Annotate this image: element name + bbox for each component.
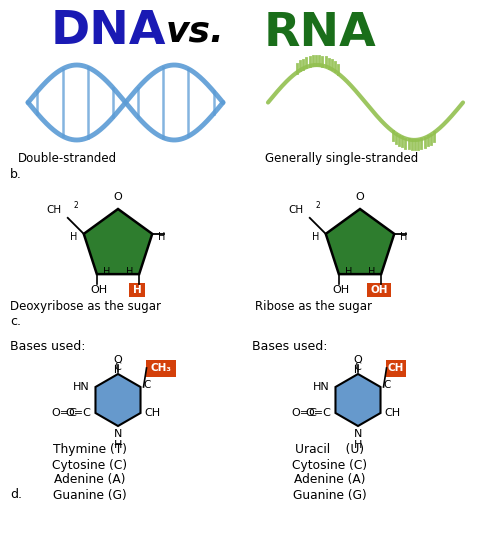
- Text: O=C: O=C: [66, 408, 92, 418]
- Text: H: H: [345, 267, 352, 277]
- Text: b.: b.: [10, 168, 22, 181]
- Text: H: H: [354, 440, 362, 450]
- Text: Adenine (A): Adenine (A): [54, 473, 126, 486]
- Text: N: N: [354, 429, 362, 439]
- FancyBboxPatch shape: [129, 283, 145, 297]
- Text: O: O: [354, 355, 362, 365]
- Text: O: O: [114, 355, 122, 365]
- Text: 2: 2: [316, 201, 320, 210]
- Text: N: N: [114, 429, 122, 439]
- Text: H: H: [133, 285, 141, 295]
- Text: Cytosine (C): Cytosine (C): [52, 458, 128, 471]
- Text: CH: CH: [388, 363, 404, 373]
- Polygon shape: [336, 374, 380, 426]
- Text: DNA: DNA: [50, 10, 166, 55]
- Text: CH₃: CH₃: [150, 363, 171, 373]
- Text: H: H: [368, 267, 375, 277]
- Text: OH: OH: [90, 285, 108, 295]
- Text: O: O: [356, 192, 364, 202]
- Polygon shape: [326, 209, 394, 274]
- Text: O=C: O=C: [306, 408, 332, 418]
- Text: vs.: vs.: [166, 15, 224, 49]
- Text: Double-stranded: Double-stranded: [18, 152, 117, 165]
- Text: Bases used:: Bases used:: [252, 340, 328, 353]
- Text: Bases used:: Bases used:: [10, 340, 86, 353]
- Text: Guanine (G): Guanine (G): [53, 488, 127, 501]
- Text: H: H: [114, 440, 122, 450]
- Text: 2: 2: [74, 201, 78, 210]
- Polygon shape: [96, 374, 140, 426]
- Text: C: C: [354, 362, 362, 372]
- Text: Guanine (G): Guanine (G): [293, 488, 367, 501]
- Text: CH: CH: [144, 408, 160, 418]
- FancyBboxPatch shape: [386, 360, 406, 377]
- Text: H: H: [70, 232, 78, 242]
- Text: OH: OH: [370, 285, 388, 295]
- Text: C: C: [114, 362, 121, 372]
- Text: Ribose as the sugar: Ribose as the sugar: [255, 300, 372, 313]
- Text: CH: CH: [384, 408, 400, 418]
- Text: Uracil    (U): Uracil (U): [296, 444, 364, 456]
- Text: Deoxyribose as the sugar: Deoxyribose as the sugar: [10, 300, 161, 313]
- Text: d.: d.: [10, 488, 22, 501]
- Text: CH: CH: [46, 205, 62, 215]
- FancyBboxPatch shape: [367, 283, 391, 297]
- Text: H: H: [126, 267, 133, 277]
- Text: Generally single-stranded: Generally single-stranded: [265, 152, 418, 165]
- Text: CH: CH: [288, 205, 304, 215]
- Text: OH: OH: [332, 285, 349, 295]
- Text: c.: c.: [10, 315, 21, 328]
- Text: Thymine (T): Thymine (T): [53, 444, 127, 456]
- Text: RNA: RNA: [264, 11, 376, 57]
- Text: H: H: [158, 232, 166, 242]
- Text: C: C: [144, 380, 151, 390]
- Polygon shape: [84, 209, 152, 274]
- Text: H: H: [103, 267, 110, 277]
- Text: HN: HN: [313, 382, 330, 392]
- Text: O=C: O=C: [292, 408, 318, 418]
- Text: H: H: [400, 232, 407, 242]
- Text: HN: HN: [73, 382, 90, 392]
- Text: O: O: [114, 192, 122, 202]
- Text: Cytosine (C): Cytosine (C): [292, 458, 368, 471]
- FancyBboxPatch shape: [146, 360, 176, 377]
- Text: O=C: O=C: [52, 408, 78, 418]
- Text: Adenine (A): Adenine (A): [294, 473, 366, 486]
- Text: H: H: [312, 232, 320, 242]
- Text: C: C: [384, 380, 391, 390]
